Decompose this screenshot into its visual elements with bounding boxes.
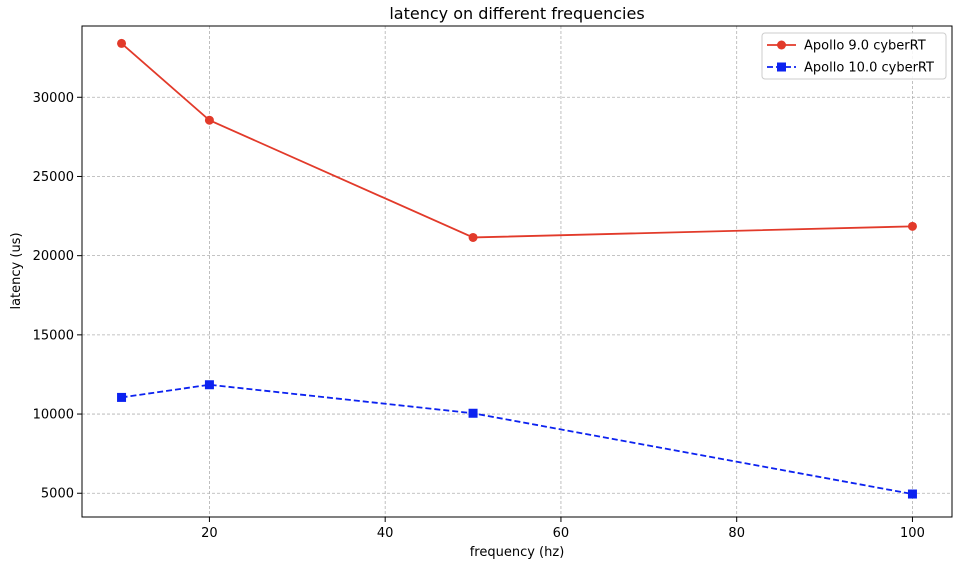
- x-tick-label: 100: [900, 526, 925, 541]
- data-point: [117, 38, 127, 48]
- y-axis-label: latency (us): [9, 232, 24, 309]
- data-point: [204, 115, 214, 125]
- data-point: [468, 232, 478, 242]
- data-point: [117, 392, 127, 402]
- series-line: [121, 383, 913, 495]
- plot-area: [117, 38, 917, 499]
- y-tick-label: 15000: [33, 328, 74, 343]
- y-axis: 5000 10000 15000 20000 25000 30000: [33, 91, 82, 502]
- legend-label: Apollo 9.0 cyberRT: [804, 39, 926, 54]
- legend-label: Apollo 10.0 cyberRT: [804, 61, 934, 76]
- legend: Apollo 9.0 cyberRT Apollo 10.0 cyberRT: [761, 32, 947, 80]
- y-tick-label: 30000: [33, 91, 74, 106]
- x-tick-label: 40: [377, 526, 394, 541]
- grid: [82, 26, 952, 517]
- chart-title: latency on different frequencies: [389, 4, 644, 23]
- x-axis-label: frequency (hz): [470, 545, 565, 560]
- series-1: [117, 38, 917, 242]
- x-tick-label: 20: [201, 526, 218, 541]
- series-line: [120, 42, 913, 239]
- x-tick-label: 60: [553, 526, 570, 541]
- legend-item: Apollo 10.0 cyberRT: [767, 61, 934, 76]
- series-2: [117, 380, 917, 499]
- data-point: [907, 489, 917, 499]
- data-point: [907, 221, 917, 231]
- legend-marker: [777, 40, 786, 50]
- x-axis: 20 40 60 80 100: [201, 517, 925, 541]
- legend-box: [761, 32, 947, 80]
- plot-frame: [81, 25, 953, 518]
- y-tick-label: 10000: [33, 408, 74, 423]
- data-point: [204, 380, 214, 390]
- x-tick-label: 80: [728, 526, 745, 541]
- data-point: [468, 408, 478, 418]
- legend-marker: [777, 62, 786, 72]
- legend-item: Apollo 9.0 cyberRT: [767, 39, 926, 54]
- y-tick-label: 20000: [33, 249, 74, 264]
- y-tick-label: 5000: [41, 487, 74, 502]
- y-tick-label: 25000: [33, 170, 74, 185]
